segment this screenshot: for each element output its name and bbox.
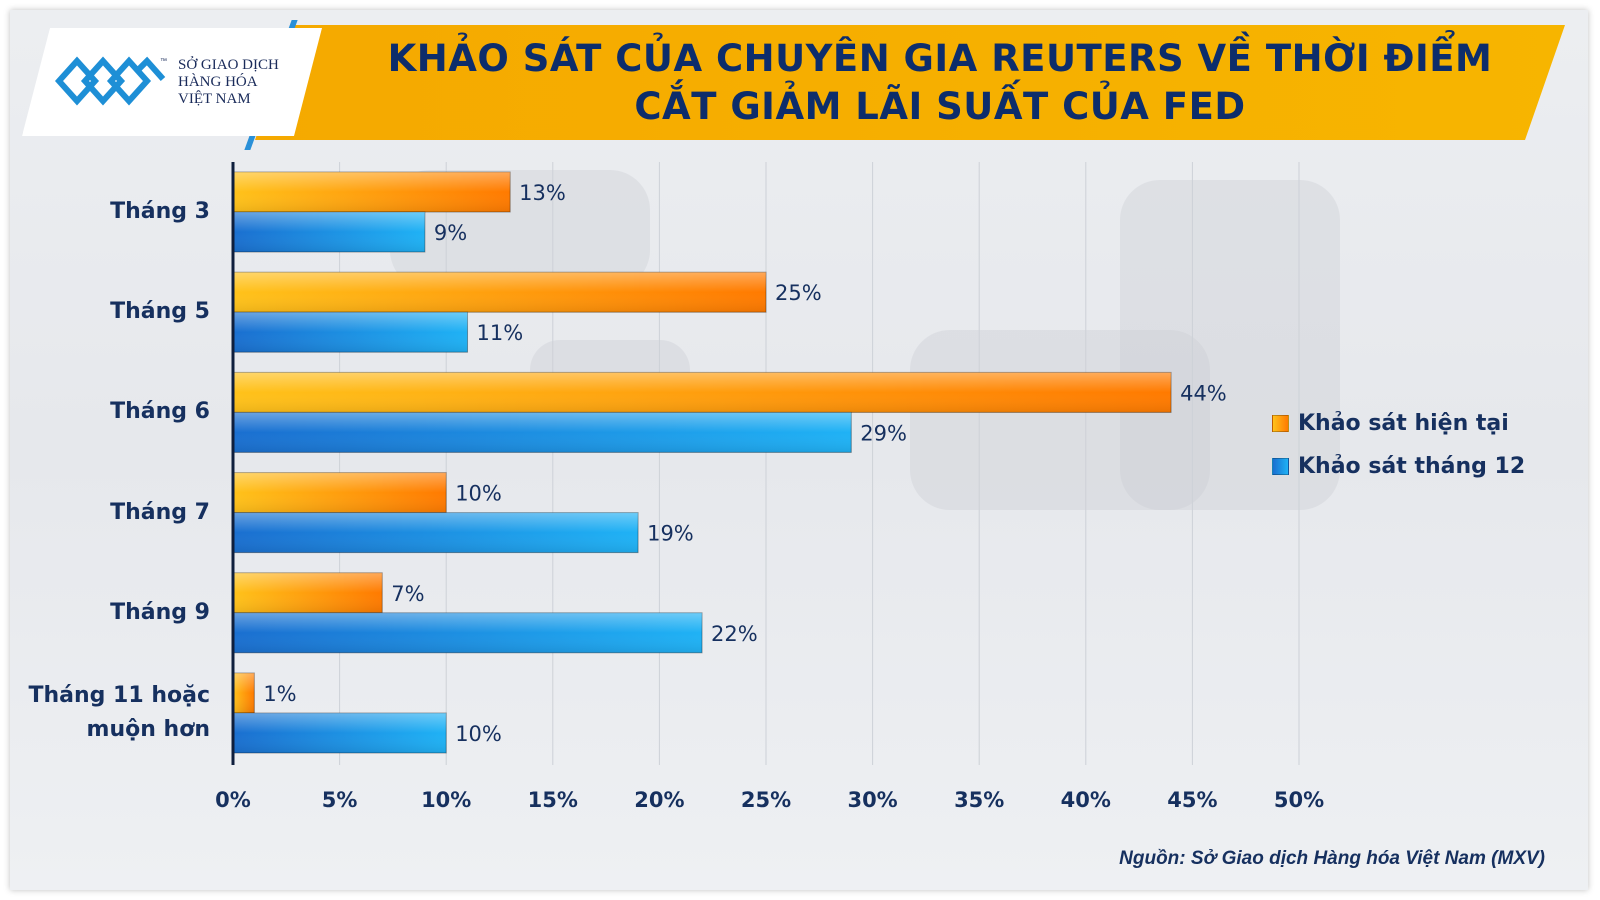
category-label: Tháng 7 [110,496,210,530]
category-label: Tháng 9 [110,596,210,630]
source-note: Nguồn: Sở Giao dịch Hàng hóa Việt Nam (M… [1119,848,1545,869]
bar-value-label: 29% [860,421,907,445]
bar-value-label: 25% [775,281,822,305]
logo-text: SỞ GIAO DỊCH HÀNG HÓA VIỆT NAM [178,57,298,108]
legend-swatch-orange [1272,415,1289,432]
x-tick-label: 15% [528,788,578,812]
category-label: Tháng 3 [110,195,210,229]
bar-shine [233,212,425,252]
x-tick-label: 45% [1167,788,1217,812]
x-tick-label: 5% [322,788,358,812]
x-tick-label: 0% [215,788,251,812]
category-label-line: Tháng 9 [110,599,210,625]
x-tick-label: 40% [1061,788,1111,812]
mxv-logo-icon [55,56,166,106]
background-shape [910,330,1210,510]
logo-text-line-3: VIỆT NAM [178,91,251,107]
category-label-line: Tháng 3 [110,199,210,224]
category-label-line: Tháng 11 hoặc [28,683,210,708]
bar-shine [233,312,468,353]
title-banner [255,25,1565,140]
bar-value-label: 9% [434,221,467,245]
chart-title-line-1: KHẢO SÁT CỦA CHUYÊN GIA REUTERS VỀ THỜI … [387,36,1493,80]
bar-layer: 13% 9% 25% 11% 44% 29% 10% 19% 7% 22% 1% 10% [232,171,1227,754]
bar-shine [233,713,447,753]
x-tick-label: 20% [634,788,684,812]
bar-value-label: 1% [263,682,296,706]
logo-trademark: ™ [160,58,167,65]
bar-shine [233,572,383,613]
bar-value-label: 7% [391,582,424,606]
bar-value-label: 44% [1180,381,1227,405]
category-label: Tháng 6 [110,395,210,429]
category-label-line: Tháng 7 [110,499,210,525]
bar-shine [233,272,766,313]
category-label-line: Tháng 6 [110,399,210,425]
x-tick-label: 10% [421,788,471,812]
bar-value-label: 10% [455,722,502,746]
bar-shine [233,612,703,653]
logo-text-line-2: HÀNG HÓA [178,74,258,90]
x-tick-label: 30% [847,788,897,812]
logo-box [22,28,322,136]
bar-shine [233,412,852,453]
legend: Khảo sát hiện tại Khảo sát tháng 12 [1272,402,1525,488]
bar-value-label: 22% [711,622,758,646]
bar-value-label: 19% [647,522,694,546]
background-shape [1120,180,1340,510]
legend-item-december: Khảo sát tháng 12 [1272,445,1525,488]
category-label: Tháng 11 hoặc muộn hơn [28,679,210,747]
bar-shine [233,372,1172,413]
category-label-line: Tháng 5 [110,299,210,325]
legend-swatch-blue [1272,458,1289,475]
logo-text-line-1: SỞ GIAO DỊCH [178,57,279,73]
category-label-line: muộn hơn [86,717,210,742]
x-tick-label: 50% [1274,788,1324,812]
bar-value-label: 13% [519,181,566,205]
chart-title-line-2: CẮT GIẢM LÃI SUẤT CỦA FED [634,84,1246,128]
chart-title: KHẢO SÁT CỦA CHUYÊN GIA REUTERS VỀ THỜI … [340,30,1540,135]
bar-value-label: 10% [455,482,502,506]
bar-shine [233,512,639,553]
bar-value-label: 11% [477,321,524,345]
legend-label-december: Khảo sát tháng 12 [1298,454,1526,479]
bar-shine [233,472,447,513]
grid-layer [339,162,1300,765]
x-tick-label: 35% [954,788,1004,812]
x-tick-label: 25% [741,788,791,812]
axis-layer: 0% 5% 10% 15% 20% 25% 30% 35% 40% 45% 50% [215,162,1324,812]
bar-shine [233,172,511,212]
bar-shine [233,673,255,713]
legend-label-current: Khảo sát hiện tại [1298,411,1509,436]
category-label: Tháng 5 [110,295,210,329]
legend-item-current: Khảo sát hiện tại [1272,402,1525,445]
